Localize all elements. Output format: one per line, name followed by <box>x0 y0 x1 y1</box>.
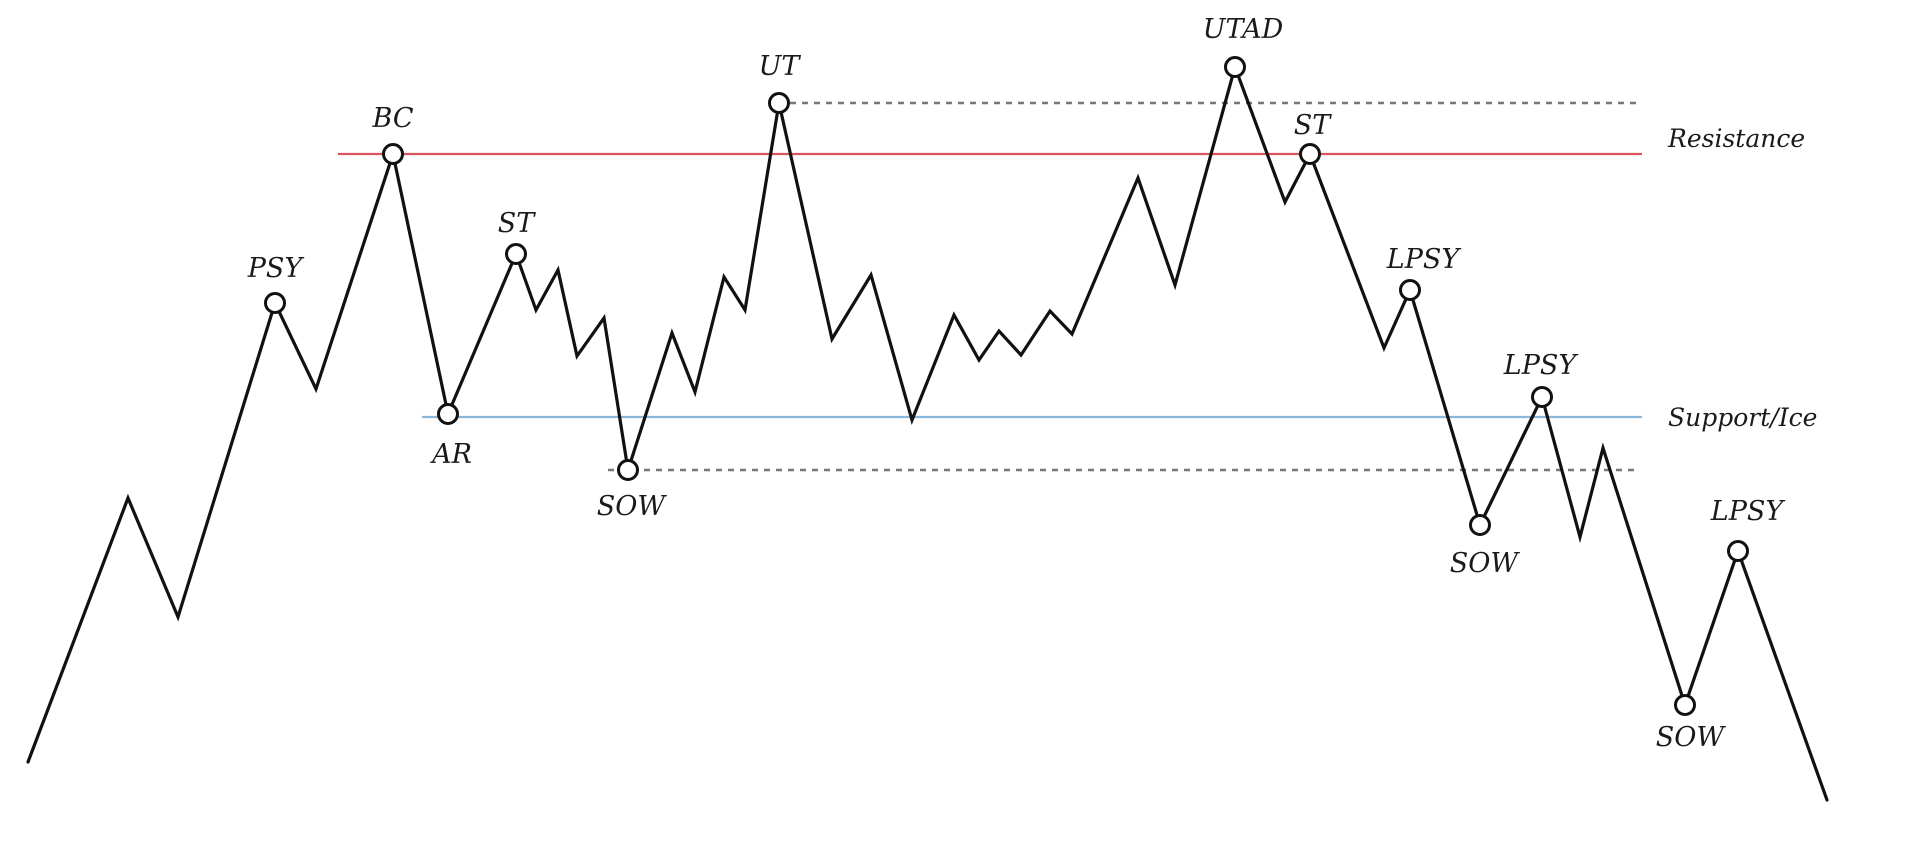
marker-lpsy1 <box>1399 279 1421 301</box>
label-lpsy3: LPSY <box>1710 496 1786 527</box>
label-psy: PSY <box>247 253 305 284</box>
label-st1: ST <box>498 208 536 239</box>
marker-ut <box>768 92 790 114</box>
label-utad: UTAD <box>1203 14 1284 45</box>
marker-lpsy3 <box>1727 540 1749 562</box>
label-sow1: SOW <box>597 491 668 522</box>
marker-ar <box>437 403 459 425</box>
marker-psy <box>264 292 286 314</box>
label-ar: AR <box>429 439 472 470</box>
label-lpsy2: LPSY <box>1503 350 1579 381</box>
marker-sow1 <box>617 459 639 481</box>
label-sow2: SOW <box>1450 548 1521 579</box>
marker-lpsy2 <box>1531 386 1553 408</box>
marker-bc <box>382 143 404 165</box>
resistance-label: Resistance <box>1667 124 1805 153</box>
marker-utad <box>1224 56 1246 78</box>
price-path <box>26 61 1829 802</box>
marker-sow2 <box>1469 514 1491 536</box>
support-label: Support/Ice <box>1668 403 1817 432</box>
label-bc: BC <box>371 103 413 134</box>
label-ut: UT <box>759 51 802 82</box>
label-sow3: SOW <box>1656 722 1727 753</box>
marker-st2 <box>1299 143 1321 165</box>
marker-st1 <box>505 243 527 265</box>
label-st2: ST <box>1294 110 1332 141</box>
marker-sow3 <box>1674 694 1696 716</box>
label-lpsy1: LPSY <box>1386 244 1462 275</box>
